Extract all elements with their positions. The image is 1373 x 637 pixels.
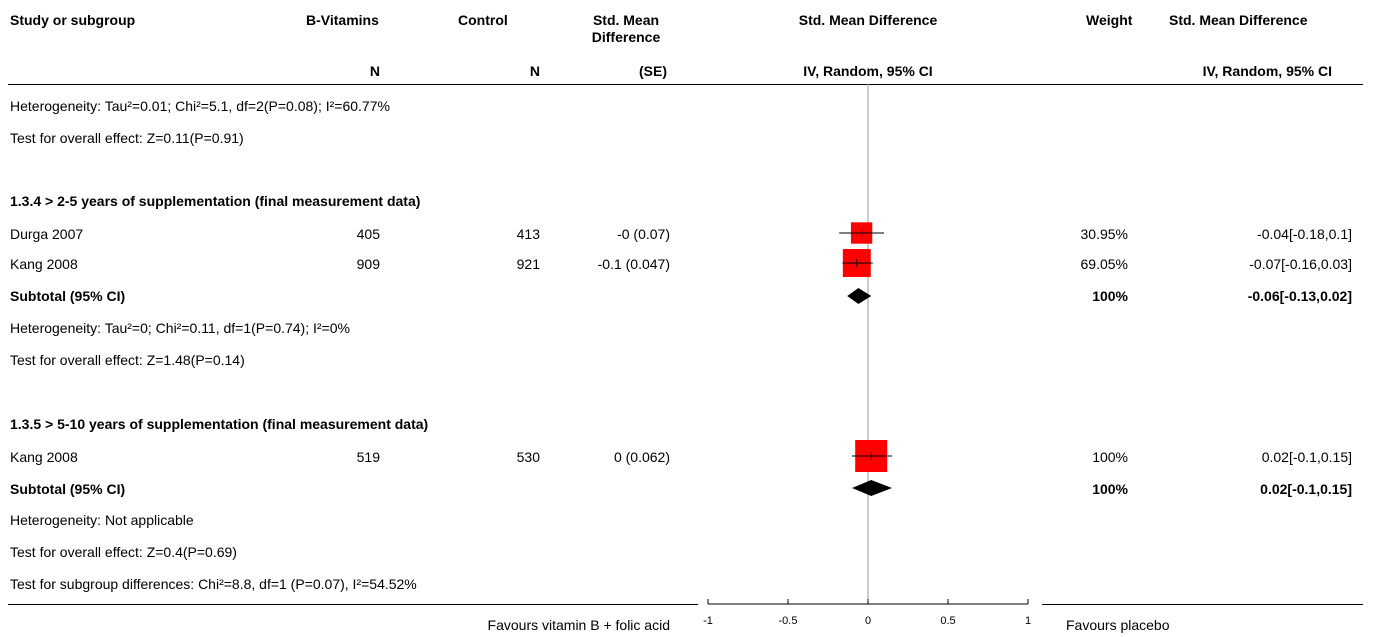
study-n2: 921 (516, 256, 540, 272)
x-axis-tick-label: 1 (1025, 615, 1031, 627)
study-ci: -0.04[-0.18,0.1] (1257, 226, 1352, 242)
header-weight: Weight (1086, 12, 1133, 28)
header-smd: Std. Mean Difference (591, 12, 661, 45)
footer-rule-right (1042, 604, 1363, 605)
study-n2: 413 (516, 226, 540, 242)
overall-effect-text: Test for overall effect: Z=1.48(P=0.14) (10, 352, 245, 368)
subtotal-label: Subtotal (95% CI) (10, 288, 126, 304)
x-axis-tick-label: 0 (865, 615, 871, 627)
header-n2: N (529, 63, 540, 79)
header-group2: Control (458, 12, 508, 28)
study-n1: 519 (356, 449, 380, 465)
header-se: (SE) (639, 63, 667, 79)
study-smd: -0 (0.07) (617, 226, 670, 242)
study-weight: 100% (1092, 449, 1128, 465)
x-axis-tick-label: -1 (703, 615, 713, 627)
study-smd: -0.1 (0.047) (597, 256, 670, 272)
header-study: Study or subgroup (10, 12, 136, 28)
subgroup-differences-text: Test for subgroup differences: Chi²=8.8,… (10, 576, 417, 592)
subtotal-label: Subtotal (95% CI) (10, 481, 126, 497)
favours-right-label: Favours placebo (1066, 617, 1170, 633)
subtotal-ci: -0.06[-0.13,0.02] (1247, 288, 1352, 304)
subtotal-weight: 100% (1092, 288, 1128, 304)
subtotal-diamond (852, 480, 892, 496)
prev-heterogeneity: Heterogeneity: Tau²=0.01; Chi²=5.1, df=2… (10, 98, 390, 114)
study-n1: 405 (356, 226, 380, 242)
footer-rule-left (8, 604, 698, 605)
prev-overall-effect: Test for overall effect: Z=0.11(P=0.91) (10, 130, 244, 146)
x-axis-tick-label: -0.5 (779, 615, 798, 627)
subgroup-title: 1.3.5 > 5-10 years of supplementation (f… (10, 416, 429, 432)
overall-effect-text: Test for overall effect: Z=0.4(P=0.69) (10, 544, 237, 560)
heterogeneity-text: Heterogeneity: Not applicable (10, 512, 194, 528)
study-weight: 69.05% (1080, 256, 1128, 272)
study-n2: 530 (516, 449, 540, 465)
subtotal-weight: 100% (1092, 481, 1128, 497)
header-rule (8, 84, 1363, 85)
header-n1: N (369, 63, 380, 79)
header-plot-sub: IV, Random, 95% CI (803, 63, 933, 79)
subgroup-title: 1.3.4 > 2-5 years of supplementation (fi… (10, 193, 421, 209)
study-ci: -0.07[-0.16,0.03] (1249, 256, 1352, 272)
heterogeneity-text: Heterogeneity: Tau²=0; Chi²=0.11, df=1(P… (10, 320, 350, 336)
study-name: Kang 2008 (10, 256, 78, 272)
header-plot: Std. Mean Difference (798, 12, 938, 28)
header-ci-sub: IV, Random, 95% CI (1202, 63, 1332, 79)
study-name: Durga 2007 (10, 226, 84, 242)
subtotal-diamond (847, 288, 872, 304)
header-group1: B-Vitamins (306, 12, 379, 28)
study-ci: 0.02[-0.1,0.15] (1261, 449, 1352, 465)
study-weight: 30.95% (1080, 226, 1128, 242)
study-smd: 0 (0.062) (613, 449, 670, 465)
subtotal-ci: 0.02[-0.1,0.15] (1260, 481, 1352, 497)
favours-left-label: Favours vitamin B + folic acid (487, 617, 670, 633)
study-name: Kang 2008 (10, 449, 78, 465)
header-ci: Std. Mean Difference (1169, 12, 1308, 28)
study-n1: 909 (356, 256, 380, 272)
x-axis-tick-label: 0.5 (940, 615, 955, 627)
